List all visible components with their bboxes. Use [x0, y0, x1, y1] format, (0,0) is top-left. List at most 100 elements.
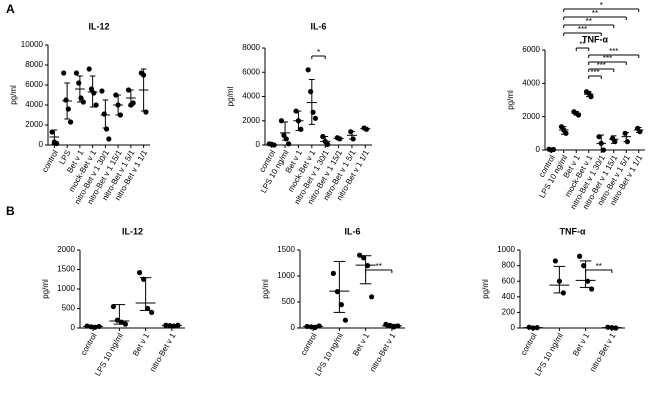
y-tick-label: 6000 — [242, 67, 260, 76]
significance-label: *** — [590, 68, 599, 77]
x-tick-label: nitro-Bet v 1 — [588, 331, 618, 373]
data-point — [308, 89, 314, 95]
significance-label: *** — [597, 61, 606, 70]
significance-label: ** — [586, 17, 592, 26]
significance-label: *** — [578, 25, 587, 34]
significance-label: ** — [376, 262, 382, 271]
data-point — [298, 126, 304, 132]
y-tick-label: 6000 — [522, 45, 540, 54]
data-point — [106, 136, 112, 142]
data-point — [63, 97, 69, 103]
y-tick-label: 600 — [502, 276, 516, 285]
y-tick-label: 0 — [71, 323, 76, 332]
y-axis-label: pg/ml — [506, 90, 515, 110]
data-point — [324, 141, 331, 147]
chart-title: TNF-α — [582, 34, 608, 44]
y-tick-label: 1000 — [497, 245, 515, 254]
chart-title: TNF-α — [559, 226, 585, 236]
significance-label: ** — [592, 9, 598, 18]
y-tick-label: 8000 — [242, 43, 260, 52]
y-tick-label: 8000 — [25, 60, 43, 69]
y-axis-label: pg/ml — [9, 85, 18, 105]
significance-label: *** — [609, 47, 618, 56]
data-point — [114, 317, 120, 323]
data-point — [365, 263, 371, 269]
y-tick-label: 2000 — [57, 245, 75, 254]
x-tick-label: control — [79, 331, 99, 356]
y-axis-label: pg/ml — [41, 279, 50, 299]
data-point — [49, 129, 55, 135]
data-point — [310, 109, 316, 115]
data-point — [101, 111, 107, 117]
y-tick-label: 2000 — [522, 112, 540, 121]
y-tick-label: 400 — [502, 292, 516, 301]
y-axis-label: pg/ml — [481, 279, 490, 299]
data-point — [283, 136, 289, 142]
y-tick-label: 0 — [291, 323, 296, 332]
data-point — [67, 119, 74, 125]
y-tick-label: 0 — [511, 323, 516, 332]
data-point — [581, 263, 587, 269]
y-tick-label: 1500 — [277, 245, 295, 254]
data-point — [585, 278, 591, 284]
data-point — [342, 317, 348, 323]
x-tick-label: LPS 10 ng/ml — [93, 331, 125, 377]
data-point — [80, 99, 86, 105]
y-tick-label: 1000 — [277, 271, 295, 280]
data-point — [286, 141, 292, 147]
chart-title: IL-6 — [344, 226, 360, 236]
y-tick-label: 500 — [282, 297, 296, 306]
y-tick-label: 1000 — [57, 284, 75, 293]
y-tick-label: 0 — [39, 140, 44, 149]
y-tick-label: 200 — [502, 308, 516, 317]
y-tick-label: 10000 — [21, 40, 44, 49]
x-tick-label: LPS 10 ng/ml — [313, 331, 345, 377]
y-axis-label: pg/ml — [261, 279, 270, 299]
data-point — [76, 80, 82, 86]
data-point — [103, 126, 110, 132]
x-tick-label: nitro-Bet v 1 — [368, 331, 398, 373]
data-point — [552, 258, 558, 264]
chart-title: IL-6 — [310, 21, 326, 31]
x-tick-label: control — [299, 331, 319, 356]
data-point — [361, 255, 367, 261]
y-tick-label: 500 — [62, 304, 76, 313]
data-point — [357, 252, 363, 258]
panel-label: A — [6, 2, 15, 16]
x-tick-label: Bet v 1 — [351, 331, 372, 358]
data-point — [145, 305, 151, 312]
significance-label: * — [600, 1, 603, 10]
data-point — [99, 88, 105, 94]
chart-title: IL-12 — [122, 226, 143, 236]
y-tick-label: 0 — [256, 140, 261, 149]
data-point — [149, 309, 155, 315]
x-tick-label: Bet v 1 — [571, 331, 592, 358]
y-tick-label: 2000 — [242, 116, 260, 125]
y-tick-label: 2000 — [25, 120, 43, 129]
data-point — [61, 70, 67, 76]
data-point — [577, 253, 583, 259]
data-point — [73, 70, 80, 76]
y-tick-label: 1500 — [57, 265, 75, 274]
data-point — [312, 115, 319, 121]
data-point — [338, 302, 344, 308]
y-tick-label: 800 — [502, 261, 516, 270]
panel-label: B — [6, 204, 15, 218]
significance-label: ** — [596, 262, 602, 271]
y-axis-label: pg/ml — [226, 86, 235, 106]
significance-label: ** — [579, 40, 585, 49]
y-tick-label: 4000 — [25, 100, 43, 109]
chart-title: IL-12 — [88, 21, 109, 31]
y-tick-label: 0 — [536, 145, 541, 154]
data-point — [93, 102, 99, 108]
x-tick-label: LPS 10 ng/ml — [533, 331, 565, 377]
data-point — [278, 118, 285, 124]
data-point — [137, 270, 143, 276]
data-point — [622, 130, 628, 136]
data-point — [122, 321, 128, 327]
significance-label: *** — [603, 54, 612, 63]
x-tick-label: control — [519, 331, 539, 356]
y-tick-label: 6000 — [25, 80, 43, 89]
y-tick-label: 4000 — [242, 92, 260, 101]
data-point — [305, 67, 311, 73]
